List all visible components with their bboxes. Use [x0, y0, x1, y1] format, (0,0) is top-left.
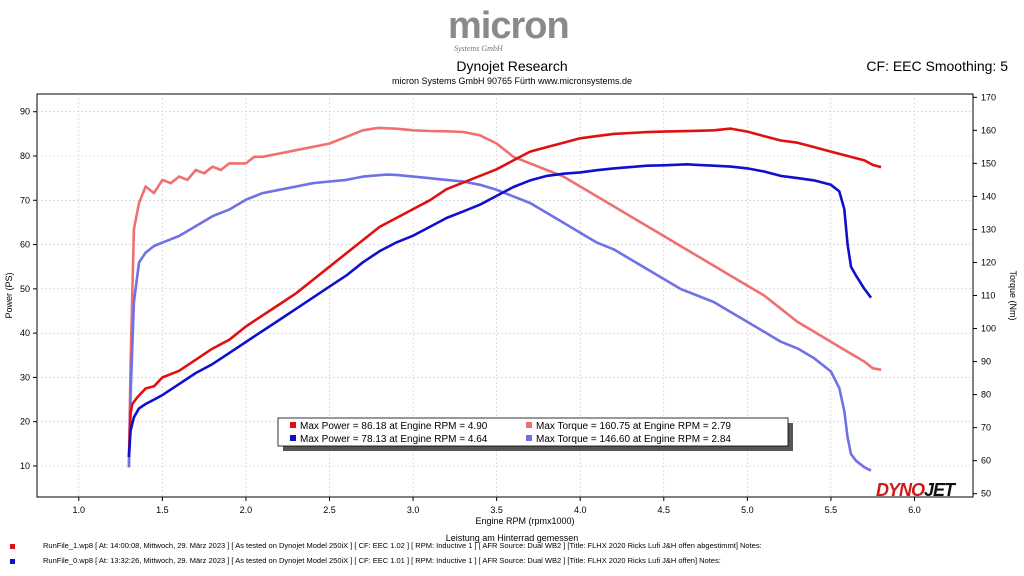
- x-tick-label: 4.0: [574, 505, 587, 515]
- logo-wordmark: micron: [448, 5, 570, 47]
- legend-swatch: [526, 435, 532, 441]
- y-right-tick-label: 110: [981, 291, 995, 301]
- y-right-tick-label: 80: [981, 390, 991, 400]
- y-left-tick-label: 70: [20, 195, 30, 205]
- chart-title: Dynojet Research: [456, 58, 568, 74]
- run-color-marker: [10, 543, 15, 549]
- y-right-tick-label: 130: [981, 224, 996, 234]
- x-tick-label: 2.0: [240, 505, 253, 515]
- y-right-tick-label: 70: [981, 423, 991, 433]
- legend-entry: Max Torque = 146.60 at Engine RPM = 2.84: [536, 434, 731, 445]
- run-file-line-0: RunFile_0.wp8 [ At: 13:32:26, Mittwoch, …: [10, 556, 721, 565]
- x-tick-label: 6.0: [908, 505, 921, 515]
- x-tick-label: 1.5: [156, 505, 169, 515]
- y-right-tick-label: 150: [981, 158, 996, 168]
- legend-box: [277, 417, 789, 447]
- x-tick-label: 2.5: [323, 505, 336, 515]
- x-axis-title: Engine RPM (rpmx1000): [475, 516, 574, 526]
- y-right-tick-label: 140: [981, 191, 996, 201]
- y-left-tick-label: 60: [20, 240, 30, 250]
- y-left-tick-label: 10: [20, 461, 30, 471]
- legend-swatch: [526, 422, 532, 428]
- x-tick-label: 4.5: [658, 505, 671, 515]
- y-left-axis-title: Power (PS): [4, 272, 14, 318]
- y-left-tick-label: 20: [20, 417, 30, 427]
- y-left-tick-label: 30: [20, 372, 30, 382]
- legend-swatch: [290, 435, 296, 441]
- x-tick-label: 3.5: [490, 505, 503, 515]
- legend-entry: Max Power = 78.13 at Engine RPM = 4.64: [300, 434, 488, 445]
- y-right-tick-label: 90: [981, 357, 991, 367]
- y-right-tick-label: 160: [981, 125, 996, 135]
- y-left-tick-label: 40: [20, 328, 30, 338]
- chart-subtitle: micron Systems GmbH 90765 Fürth www.micr…: [391, 76, 633, 86]
- run-file-line-1: RunFile_1.wp8 [ At: 14:00:08, Mittwoch, …: [10, 541, 762, 550]
- correction-factor-info: CF: EEC Smoothing: 5: [866, 58, 1008, 74]
- legend-entry: Max Torque = 160.75 at Engine RPM = 2.79: [536, 421, 731, 432]
- y-right-tick-label: 50: [981, 489, 991, 499]
- run-color-marker: [10, 558, 15, 564]
- x-tick-label: 1.0: [73, 505, 86, 515]
- y-left-tick-label: 90: [20, 107, 30, 117]
- footer-note: Leistung am Hinterrad gemessen: [445, 533, 579, 543]
- x-tick-label: 5.0: [741, 505, 754, 515]
- series-line-1: [127, 163, 873, 458]
- series-line-0: [127, 127, 882, 458]
- series-line-3: [127, 173, 872, 472]
- y-right-tick-label: 100: [981, 324, 996, 334]
- y-right-tick-label: 60: [981, 456, 991, 466]
- y-left-tick-label: 80: [20, 151, 30, 161]
- legend-entry: Max Power = 86.18 at Engine RPM = 4.90: [300, 421, 488, 432]
- y-right-tick-label: 170: [981, 92, 996, 102]
- y-right-axis-title: Torque (Nm): [1008, 270, 1018, 320]
- micron-logo: micron Systems GmbH: [448, 6, 578, 54]
- series-line-2: [127, 126, 882, 468]
- dynojet-logo: DYNOJET: [876, 480, 955, 500]
- y-left-tick-label: 50: [20, 284, 30, 294]
- y-right-tick-label: 120: [981, 257, 996, 267]
- x-tick-label: 3.0: [407, 505, 420, 515]
- logo-subtext: Systems GmbH: [454, 44, 503, 53]
- x-tick-label: 5.5: [825, 505, 838, 515]
- legend-swatch: [290, 422, 296, 428]
